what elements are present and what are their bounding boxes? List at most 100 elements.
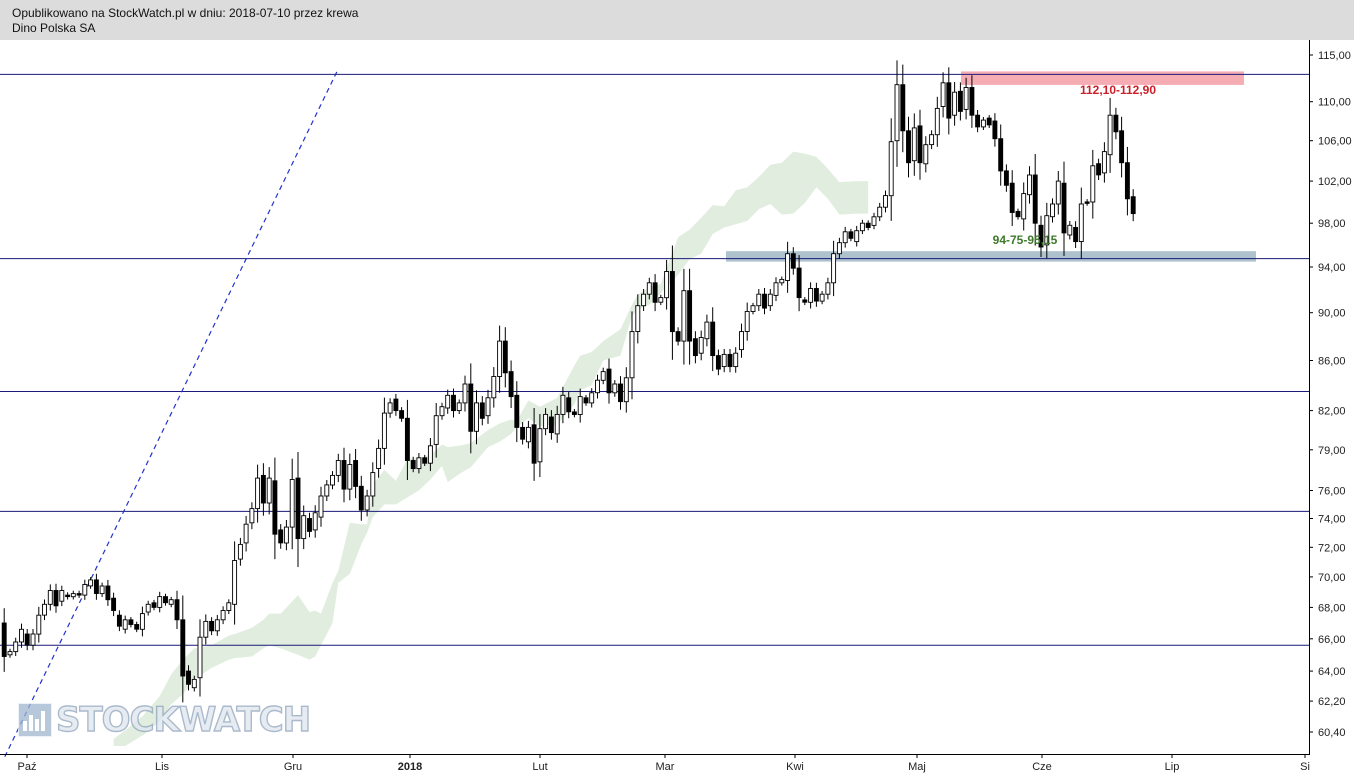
- candle-down: [992, 120, 998, 140]
- candle-down: [1009, 182, 1015, 213]
- candle-up: [376, 447, 382, 469]
- candle-up: [139, 613, 145, 630]
- zone-labels: 112,10-112,90 94-75-95,15: [993, 83, 1157, 247]
- candle-down: [652, 282, 658, 303]
- candle-up: [220, 610, 226, 621]
- candle-up: [1021, 193, 1027, 220]
- candle-up: [324, 484, 330, 497]
- horizontal-levels: [0, 73, 1309, 646]
- candle-down: [998, 138, 1004, 172]
- candle-down: [111, 597, 117, 611]
- candle-up: [1027, 174, 1032, 196]
- candle-down: [1113, 114, 1119, 133]
- publication-info: Opublikowano na StockWatch.pl w dniu: 20…: [12, 6, 359, 20]
- y-tick-label: 70,00: [1318, 572, 1346, 584]
- candle-up: [364, 495, 370, 511]
- candle-up: [497, 340, 503, 377]
- y-tick-label: 86,00: [1318, 356, 1346, 368]
- candle-up: [197, 636, 203, 679]
- candle-up: [923, 144, 929, 165]
- candle-down: [566, 397, 572, 413]
- y-tick-label: 102,00: [1318, 176, 1352, 188]
- candle-down: [186, 670, 191, 685]
- candle-up: [203, 620, 209, 638]
- candle-down: [1073, 227, 1079, 243]
- candle-down: [116, 614, 122, 627]
- candle-up: [1055, 180, 1061, 205]
- candle-up: [641, 293, 647, 307]
- candle-up: [756, 293, 762, 307]
- candle-down: [531, 424, 537, 464]
- candle-down: [917, 125, 923, 164]
- trendline: [4, 68, 339, 757]
- bar-chart-icon: [18, 703, 52, 737]
- candle-down: [1119, 130, 1125, 164]
- candle-up: [214, 619, 220, 632]
- candle-down: [353, 460, 359, 487]
- candle-down: [422, 457, 428, 464]
- candle-down: [410, 460, 416, 470]
- candle-up: [929, 134, 935, 146]
- zone-rect: [726, 251, 1256, 262]
- candle-down: [675, 331, 681, 342]
- candle-up: [808, 288, 814, 303]
- candle-up: [646, 282, 652, 295]
- candle-up: [1107, 114, 1113, 156]
- y-tick-label: 82,00: [1318, 406, 1346, 418]
- candle-down: [1038, 224, 1044, 248]
- candle-up: [577, 396, 583, 415]
- candle-up: [825, 282, 831, 295]
- candle-up: [249, 508, 255, 524]
- candle-up: [433, 415, 439, 445]
- axes: 115,00 110,00 106,00 102,00 98,00 94,00 90,00 8…: [0, 40, 1352, 773]
- candle-up: [335, 460, 341, 476]
- candle-down: [687, 290, 693, 342]
- candle-up: [70, 593, 76, 598]
- candle-down: [1096, 163, 1102, 176]
- candle-up: [744, 311, 750, 332]
- candle-down: [479, 402, 485, 419]
- candle-down: [520, 426, 526, 440]
- candle-up: [347, 464, 353, 490]
- cloud-area: [113, 151, 869, 747]
- candle-up: [59, 590, 65, 602]
- x-tick-label: Cze: [1032, 761, 1052, 773]
- candle-up: [13, 641, 19, 653]
- candle-up: [47, 590, 53, 605]
- candle-down: [468, 383, 474, 432]
- candle-down: [813, 288, 819, 302]
- candle-up: [877, 206, 883, 218]
- y-tick-label: 72,00: [1318, 542, 1346, 554]
- candle-up: [554, 413, 560, 435]
- candle-up: [312, 512, 318, 531]
- candle-up: [854, 230, 860, 243]
- candle-up: [462, 383, 468, 404]
- candle-down: [802, 299, 808, 303]
- candle-up: [525, 426, 531, 443]
- candle-down: [260, 474, 266, 504]
- candle-up: [82, 584, 88, 596]
- y-tick-label: 106,00: [1318, 136, 1352, 148]
- candle-down: [946, 82, 952, 119]
- candle-up: [370, 472, 376, 497]
- candle-down: [1032, 174, 1038, 224]
- candle-up: [485, 397, 491, 417]
- candle-down: [1015, 210, 1021, 218]
- candle-up: [664, 271, 670, 299]
- y-tick-label: 79,00: [1318, 445, 1346, 457]
- y-tick-label: 94,00: [1318, 262, 1346, 274]
- candle-down: [1061, 182, 1067, 234]
- chart-header: Opublikowano na StockWatch.pl w dniu: 20…: [0, 0, 1354, 40]
- y-tick-label: 74,00: [1318, 514, 1346, 526]
- watermark-text: STOCKWATCH: [55, 699, 312, 740]
- candle-down: [969, 87, 975, 116]
- y-tick-label: 115,00: [1318, 50, 1351, 62]
- candle-up: [560, 394, 566, 415]
- x-tick-label: 2018: [398, 761, 422, 773]
- candle-down: [399, 410, 405, 419]
- candle-up: [19, 628, 24, 643]
- candle-down: [65, 594, 71, 598]
- candle-up: [883, 195, 888, 208]
- x-tick-label: Lut: [532, 761, 547, 773]
- candle-down: [548, 416, 554, 434]
